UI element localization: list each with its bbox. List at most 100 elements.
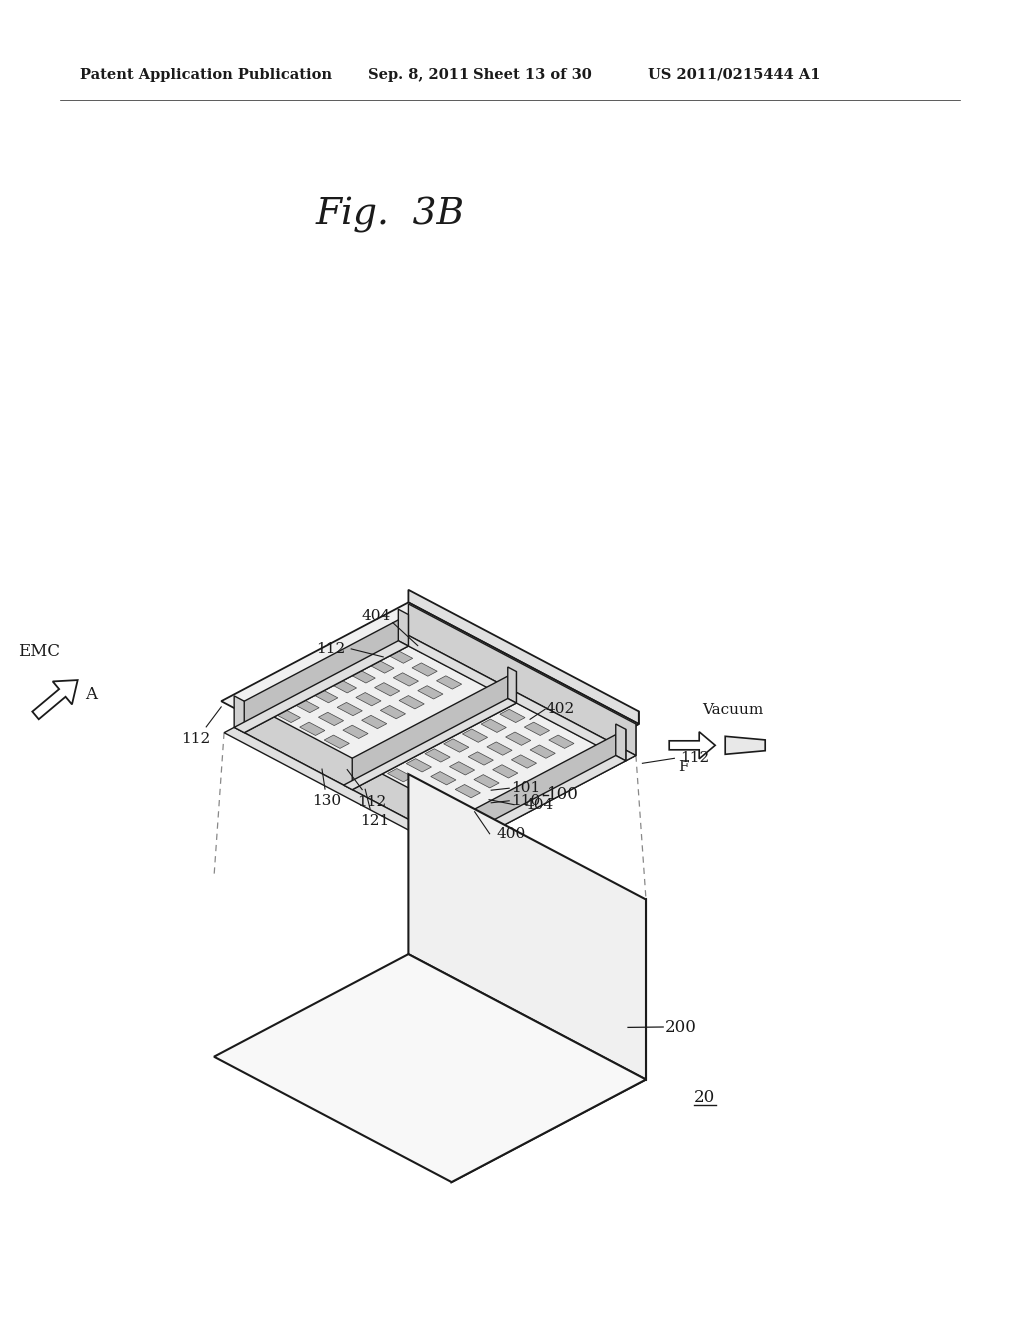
Text: 404: 404 xyxy=(524,797,553,812)
Polygon shape xyxy=(325,735,349,748)
Text: 100: 100 xyxy=(547,785,580,803)
Text: 110: 110 xyxy=(511,793,541,808)
Polygon shape xyxy=(474,656,499,669)
Text: A: A xyxy=(85,686,97,704)
Polygon shape xyxy=(452,899,646,1183)
Polygon shape xyxy=(456,665,480,680)
Polygon shape xyxy=(463,729,487,742)
Polygon shape xyxy=(400,618,426,631)
Text: 20: 20 xyxy=(694,1089,716,1106)
Polygon shape xyxy=(407,640,431,653)
Polygon shape xyxy=(251,697,275,710)
Polygon shape xyxy=(352,672,516,789)
Polygon shape xyxy=(343,725,368,738)
Polygon shape xyxy=(350,669,375,682)
Polygon shape xyxy=(457,706,482,719)
Polygon shape xyxy=(361,715,387,729)
Polygon shape xyxy=(412,663,437,676)
Polygon shape xyxy=(670,731,715,759)
Polygon shape xyxy=(443,739,469,752)
Polygon shape xyxy=(418,685,443,700)
Polygon shape xyxy=(409,605,636,755)
Polygon shape xyxy=(337,702,362,715)
Polygon shape xyxy=(436,795,462,808)
Text: 101: 101 xyxy=(511,781,541,795)
Polygon shape xyxy=(332,680,356,693)
Polygon shape xyxy=(234,696,462,847)
Polygon shape xyxy=(615,723,626,760)
Text: Fig.  3B: Fig. 3B xyxy=(315,197,465,234)
Polygon shape xyxy=(412,781,437,795)
Polygon shape xyxy=(245,615,409,733)
Text: 402: 402 xyxy=(546,702,574,717)
Polygon shape xyxy=(419,726,444,739)
Polygon shape xyxy=(562,702,587,715)
Polygon shape xyxy=(486,742,512,755)
Text: 404: 404 xyxy=(361,609,390,623)
Polygon shape xyxy=(407,759,431,772)
Polygon shape xyxy=(398,635,636,760)
Polygon shape xyxy=(294,700,319,713)
Polygon shape xyxy=(530,744,555,758)
Polygon shape xyxy=(493,764,518,777)
Text: Sep. 8, 2011: Sep. 8, 2011 xyxy=(368,69,469,82)
Polygon shape xyxy=(312,689,338,702)
Polygon shape xyxy=(474,775,499,788)
Polygon shape xyxy=(409,590,639,723)
Polygon shape xyxy=(288,677,313,690)
Polygon shape xyxy=(375,682,399,696)
Text: 130: 130 xyxy=(312,795,342,808)
Polygon shape xyxy=(369,660,394,673)
Polygon shape xyxy=(387,768,413,781)
Text: 112: 112 xyxy=(181,731,211,746)
Polygon shape xyxy=(224,727,462,853)
Polygon shape xyxy=(524,722,550,735)
Polygon shape xyxy=(344,647,370,660)
Polygon shape xyxy=(387,649,413,663)
Polygon shape xyxy=(400,735,426,750)
Polygon shape xyxy=(436,676,462,689)
Polygon shape xyxy=(626,723,636,760)
Polygon shape xyxy=(452,816,462,853)
Polygon shape xyxy=(33,680,78,719)
Polygon shape xyxy=(431,653,456,667)
Polygon shape xyxy=(543,713,568,726)
Polygon shape xyxy=(425,630,451,644)
Polygon shape xyxy=(318,713,344,726)
Text: 400: 400 xyxy=(497,826,526,841)
Polygon shape xyxy=(425,748,451,762)
Polygon shape xyxy=(481,719,506,733)
Polygon shape xyxy=(344,698,516,789)
Polygon shape xyxy=(725,737,765,754)
Polygon shape xyxy=(567,725,593,738)
Polygon shape xyxy=(275,709,300,722)
Polygon shape xyxy=(452,755,626,847)
Polygon shape xyxy=(393,673,419,686)
Polygon shape xyxy=(549,735,574,748)
Polygon shape xyxy=(234,640,409,733)
Polygon shape xyxy=(364,755,388,770)
Text: 112: 112 xyxy=(357,795,387,809)
Polygon shape xyxy=(399,696,424,709)
Polygon shape xyxy=(456,784,480,797)
Polygon shape xyxy=(494,686,519,700)
Polygon shape xyxy=(586,715,611,729)
Polygon shape xyxy=(513,677,538,690)
Polygon shape xyxy=(326,657,351,671)
Polygon shape xyxy=(409,774,646,1080)
Text: Patent Application Publication: Patent Application Publication xyxy=(80,69,332,82)
Text: 121: 121 xyxy=(360,814,390,829)
Polygon shape xyxy=(452,711,639,822)
Text: 112: 112 xyxy=(316,642,346,656)
Polygon shape xyxy=(300,722,325,735)
Polygon shape xyxy=(475,697,501,710)
Polygon shape xyxy=(438,715,463,730)
Polygon shape xyxy=(506,733,530,746)
Polygon shape xyxy=(382,627,407,640)
Polygon shape xyxy=(398,610,409,645)
Text: 200: 200 xyxy=(666,1019,697,1035)
Polygon shape xyxy=(382,746,407,759)
Polygon shape xyxy=(214,954,646,1183)
Polygon shape xyxy=(307,667,332,680)
Polygon shape xyxy=(356,693,381,706)
